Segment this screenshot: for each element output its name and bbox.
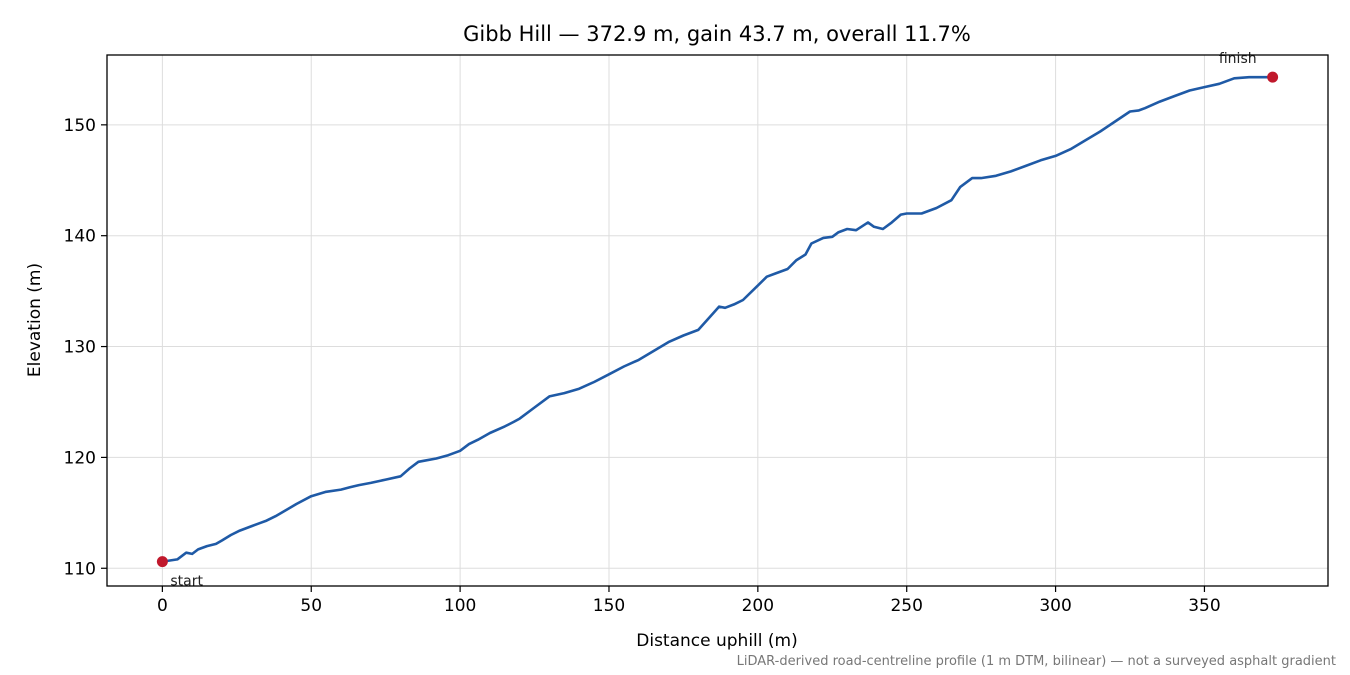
start-label: start [170, 574, 203, 590]
y-axis-label: Elevation (m) [25, 263, 45, 377]
x-axis-label: Distance uphill (m) [636, 631, 797, 651]
plot-frame [106, 54, 1329, 587]
elevation-line [161, 75, 1274, 563]
x-tick-label: 350 [1188, 596, 1220, 616]
chart-title: Gibb Hill — 372.9 m, gain 43.7 m, overal… [463, 22, 971, 46]
plot-area: start finish [156, 51, 1279, 590]
x-tick-label: 200 [742, 596, 774, 616]
x-tick-label: 0 [157, 596, 168, 616]
x-tick-label: 300 [1039, 596, 1071, 616]
footnote: LiDAR-derived road-centreline profile (1… [737, 654, 1336, 669]
y-tick-label: 150 [64, 116, 96, 136]
x-tick-label: 250 [890, 596, 922, 616]
x-tick-label: 100 [444, 596, 476, 616]
y-tick-label: 110 [64, 559, 96, 579]
y-axis-ticks: 110 120 130 140 150 [64, 116, 107, 579]
x-tick-label: 150 [593, 596, 625, 616]
y-tick-label: 130 [64, 338, 96, 358]
x-tick-label: 50 [300, 596, 322, 616]
y-tick-label: 120 [64, 448, 96, 468]
x-axis-ticks: 0 50 100 150 200 250 300 350 [157, 586, 1221, 616]
finish-marker [1267, 71, 1279, 83]
finish-label: finish [1219, 51, 1257, 67]
start-marker [156, 556, 168, 568]
y-tick-label: 140 [64, 227, 96, 247]
grid-lines [107, 55, 1328, 586]
